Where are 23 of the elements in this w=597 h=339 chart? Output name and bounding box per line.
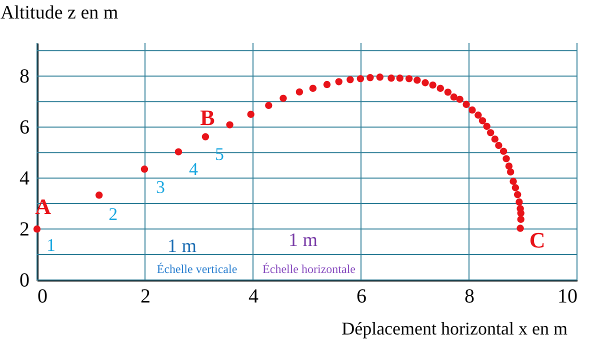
annotation: Échelle verticale — [156, 262, 238, 276]
y-tick-label: 8 — [20, 66, 30, 88]
annotation: B — [200, 104, 216, 130]
annotation: 1 — [46, 235, 56, 256]
x-tick-label: 2 — [140, 286, 150, 308]
x-tick-label: 4 — [248, 286, 258, 308]
annotation: 4 — [188, 158, 198, 179]
x-tick-label: 6 — [356, 286, 366, 308]
annotation: C — [529, 227, 546, 252]
y-tick-label: 4 — [20, 168, 30, 190]
annotation: 1 m — [288, 230, 318, 251]
y-tick-label: 2 — [20, 218, 30, 241]
x-tick-label: 10 — [558, 286, 578, 308]
x-axis-title: Déplacement horizontal x en m — [342, 318, 568, 338]
x-tick-label: 8 — [464, 286, 474, 308]
y-tick-label: 0 — [20, 270, 30, 292]
annotation: 2 — [108, 204, 118, 224]
y-tick-label: 6 — [20, 116, 30, 139]
annotation: 3 — [156, 177, 165, 198]
annotation: 1 m — [167, 236, 197, 257]
y-axis-title: Altitude z en m — [0, 2, 118, 24]
annotation: Échelle horizontale — [262, 262, 356, 276]
x-tick-label: 0 — [38, 286, 48, 308]
